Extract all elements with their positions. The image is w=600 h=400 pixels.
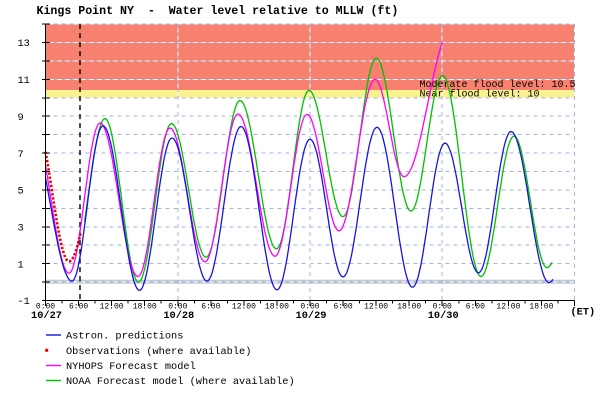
svg-text:12:00: 12:00 [364, 303, 388, 312]
svg-text:0:00: 0:00 [168, 303, 187, 312]
svg-text:Observations (where available): Observations (where available) [66, 346, 251, 358]
svg-text:6:00: 6:00 [333, 303, 352, 312]
svg-text:NOAA Forecast model (where ava: NOAA Forecast model (where available) [66, 376, 295, 388]
svg-text:6:00: 6:00 [466, 303, 485, 312]
svg-text:5: 5 [18, 186, 24, 198]
svg-text:7: 7 [18, 149, 24, 161]
svg-text:18:00: 18:00 [265, 303, 289, 312]
svg-text:0:00: 0:00 [300, 303, 319, 312]
svg-text:18:00: 18:00 [397, 303, 421, 312]
svg-text:(ET): (ET) [571, 307, 596, 319]
svg-text:18:00: 18:00 [133, 303, 157, 312]
svg-text:Near flood level: 10: Near flood level: 10 [420, 89, 540, 101]
svg-text:NYHOPS Forecast model: NYHOPS Forecast model [66, 361, 196, 373]
svg-text:0:00: 0:00 [36, 303, 55, 312]
svg-text:12:00: 12:00 [100, 303, 124, 312]
svg-text:10/29: 10/29 [296, 310, 327, 322]
svg-text:10/30: 10/30 [428, 310, 459, 322]
svg-text:3: 3 [18, 223, 24, 235]
svg-text:Moderate flood level: 10.5: Moderate flood level: 10.5 [420, 79, 576, 91]
svg-text:0:00: 0:00 [433, 303, 452, 312]
svg-text:6:00: 6:00 [201, 303, 220, 312]
svg-text:Kings Point NY - Water level: Kings Point NY - Water level relative to… [37, 5, 399, 18]
svg-text:-1: -1 [18, 296, 30, 308]
svg-text:Astron. predictions: Astron. predictions [66, 331, 183, 343]
svg-text:1: 1 [18, 259, 24, 271]
svg-text:10/28: 10/28 [163, 310, 194, 322]
svg-text:18:00: 18:00 [529, 303, 553, 312]
svg-text:13: 13 [18, 38, 30, 50]
svg-text:10/27: 10/27 [31, 310, 62, 322]
svg-text:12:00: 12:00 [496, 303, 520, 312]
svg-text:6:00: 6:00 [69, 303, 88, 312]
svg-text:12:00: 12:00 [232, 303, 256, 312]
svg-text:9: 9 [18, 112, 24, 124]
svg-text:11: 11 [18, 75, 30, 87]
